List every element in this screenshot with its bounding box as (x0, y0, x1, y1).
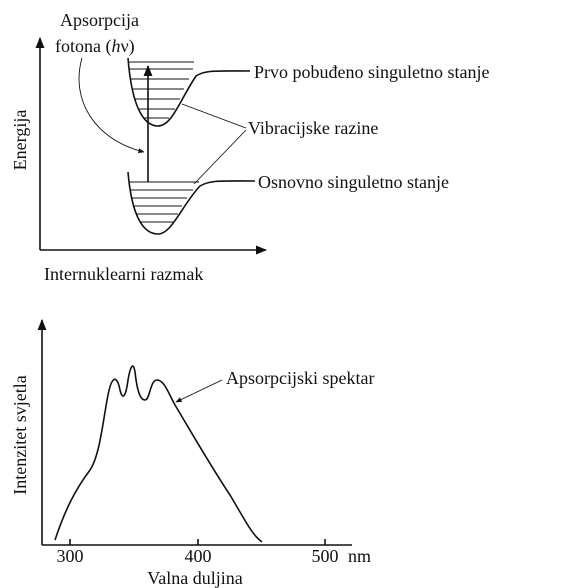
excited-label: Prvo pobuđeno singuletno stanje (254, 62, 489, 82)
spectrum-x-label: Valna duljina (147, 568, 242, 588)
x-unit: nm (348, 546, 371, 566)
spectrum-curve (54, 365, 263, 543)
photon-pointer (78, 57, 145, 154)
vibrational-pointer (181, 103, 247, 129)
photon-label: fotona (hν) (55, 36, 135, 57)
spectrum-label: Apsorpcijski spektar (226, 368, 374, 388)
excited-well (127, 57, 251, 127)
energy-y-label: Energija (10, 110, 30, 171)
ground-label: Osnovno singuletno stanje (258, 172, 449, 192)
spectrum-axes (37, 318, 352, 546)
x-tick-label: 400 (185, 546, 212, 566)
spectrum-pointer (175, 379, 223, 403)
energy-axes (35, 36, 268, 255)
ground-well (127, 171, 256, 235)
energy-x-label: Internuklearni razmak (44, 264, 203, 284)
spectrum-y-label: Intenzitet svjetla (10, 375, 30, 494)
vibrational-label: Vibracijske razine (248, 118, 378, 138)
vibrational-pointer (193, 129, 247, 185)
x-tick-label: 500 (312, 546, 339, 566)
x-tick-label: 300 (57, 546, 84, 566)
photon-label: Apsorpcija (60, 10, 139, 30)
